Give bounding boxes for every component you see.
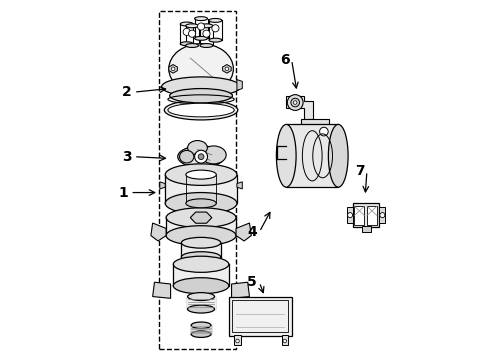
Bar: [362, 226, 370, 232]
Ellipse shape: [191, 331, 211, 337]
Ellipse shape: [188, 305, 215, 313]
Ellipse shape: [178, 146, 224, 167]
Polygon shape: [153, 282, 171, 298]
Ellipse shape: [179, 150, 194, 163]
Bar: [229, 297, 292, 336]
Polygon shape: [151, 223, 166, 241]
Ellipse shape: [188, 293, 215, 301]
Circle shape: [183, 28, 190, 36]
Ellipse shape: [200, 24, 213, 28]
Circle shape: [287, 95, 303, 111]
Polygon shape: [190, 212, 212, 223]
Circle shape: [195, 150, 208, 163]
Ellipse shape: [195, 17, 208, 21]
Ellipse shape: [169, 44, 233, 94]
Circle shape: [212, 25, 219, 32]
Ellipse shape: [164, 100, 238, 120]
Text: 4: 4: [247, 225, 257, 239]
Text: 1: 1: [118, 185, 128, 199]
Bar: [232, 300, 288, 332]
Text: 5: 5: [247, 275, 257, 289]
Ellipse shape: [162, 77, 241, 96]
Circle shape: [203, 30, 210, 37]
Ellipse shape: [186, 199, 216, 208]
Ellipse shape: [186, 44, 198, 48]
Text: 6: 6: [280, 53, 289, 67]
Ellipse shape: [173, 278, 229, 294]
Bar: [353, 203, 379, 226]
Polygon shape: [286, 96, 313, 119]
Text: 3: 3: [122, 150, 131, 164]
Circle shape: [189, 30, 196, 37]
Bar: [354, 206, 365, 225]
Ellipse shape: [170, 89, 232, 103]
Bar: [379, 207, 385, 223]
Circle shape: [319, 127, 328, 136]
Ellipse shape: [209, 18, 222, 22]
Polygon shape: [236, 223, 251, 241]
Circle shape: [198, 154, 204, 159]
Ellipse shape: [209, 38, 222, 42]
Bar: [159, 12, 236, 348]
Ellipse shape: [201, 146, 226, 164]
Polygon shape: [169, 64, 177, 73]
Ellipse shape: [173, 256, 229, 273]
Circle shape: [294, 101, 297, 104]
Ellipse shape: [181, 237, 221, 248]
Ellipse shape: [181, 252, 221, 262]
Ellipse shape: [328, 125, 348, 187]
Bar: [347, 207, 353, 223]
Polygon shape: [232, 282, 249, 298]
Ellipse shape: [166, 208, 236, 228]
Ellipse shape: [186, 24, 198, 28]
Polygon shape: [237, 80, 243, 90]
Ellipse shape: [165, 164, 237, 185]
Circle shape: [197, 23, 205, 30]
Ellipse shape: [186, 170, 216, 179]
Circle shape: [236, 339, 239, 343]
Ellipse shape: [200, 44, 213, 48]
Ellipse shape: [276, 125, 296, 187]
Circle shape: [172, 67, 175, 71]
Ellipse shape: [168, 103, 234, 117]
Text: 7: 7: [355, 164, 365, 178]
Ellipse shape: [180, 22, 193, 26]
Bar: [282, 335, 288, 345]
Circle shape: [225, 67, 229, 71]
Polygon shape: [300, 119, 329, 144]
Circle shape: [380, 213, 385, 218]
Bar: [367, 206, 377, 225]
Bar: [286, 125, 338, 187]
Ellipse shape: [166, 226, 236, 246]
Circle shape: [283, 339, 287, 343]
Ellipse shape: [188, 140, 207, 155]
Ellipse shape: [191, 322, 211, 328]
Polygon shape: [222, 64, 231, 73]
Ellipse shape: [195, 36, 208, 40]
Polygon shape: [237, 182, 243, 189]
Ellipse shape: [180, 42, 193, 46]
Ellipse shape: [165, 193, 237, 214]
Circle shape: [291, 98, 299, 107]
Bar: [234, 335, 241, 345]
Circle shape: [347, 213, 353, 218]
Polygon shape: [160, 182, 165, 189]
Text: 2: 2: [122, 85, 131, 99]
